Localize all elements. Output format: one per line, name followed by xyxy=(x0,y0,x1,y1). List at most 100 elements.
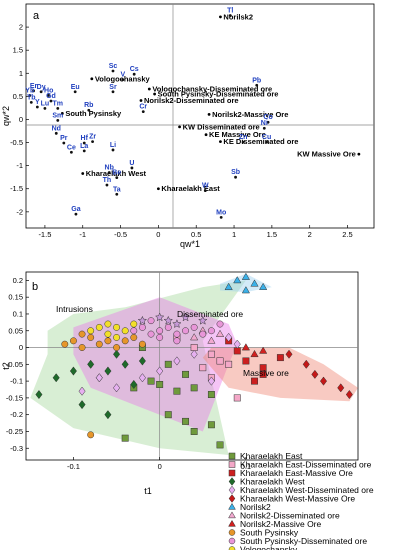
data-point xyxy=(225,360,233,368)
element-label: La xyxy=(80,143,88,150)
element-label: Ni xyxy=(261,120,268,127)
element-point xyxy=(265,140,268,144)
data-point xyxy=(113,334,120,341)
data-point xyxy=(69,337,77,345)
data-point xyxy=(311,369,319,379)
element-label: Tm xyxy=(53,100,64,107)
element-point xyxy=(255,83,259,87)
data-point xyxy=(130,379,138,390)
y-tick-label: -0.05 xyxy=(6,360,23,369)
panel-b-ylabel: t2 xyxy=(1,362,11,370)
data-point xyxy=(173,387,181,395)
data-point xyxy=(207,376,215,386)
element-point xyxy=(54,131,58,135)
y-tick-label: 0 xyxy=(19,115,23,124)
sample-point xyxy=(90,77,94,81)
element-point xyxy=(262,126,266,130)
legend-marker xyxy=(228,485,236,495)
data-point xyxy=(233,394,241,402)
sample-point xyxy=(219,140,222,144)
data-point xyxy=(121,359,129,369)
data-point xyxy=(251,377,258,385)
element-point xyxy=(82,149,86,153)
data-point xyxy=(207,327,215,335)
y-tick-label: -0.5 xyxy=(10,138,23,147)
data-point xyxy=(302,359,310,369)
sample-label: KW Disseminated ore xyxy=(183,122,260,131)
legend-label: Vologochansky xyxy=(240,545,298,550)
element-label: Gd xyxy=(46,93,56,100)
data-point xyxy=(173,330,181,338)
sample-point xyxy=(60,112,64,115)
legend-label: South Pysinsky xyxy=(240,528,299,538)
data-point xyxy=(337,383,345,393)
legend-label: Kharaelakh East-Massive Ore xyxy=(240,468,353,478)
sample-label: Kharaelakh East xyxy=(161,184,220,193)
y-tick-label: -1 xyxy=(16,161,23,170)
panel-b-ticks: -0.1 0 0.1 0.2 0.15 0.1 0.05 0 -0.05 -0.1 -0.15 -0.… xyxy=(6,276,251,471)
data-point xyxy=(190,323,198,331)
region xyxy=(202,347,358,402)
element-point xyxy=(74,212,78,216)
data-point xyxy=(182,417,189,425)
sample-point xyxy=(357,152,361,156)
element-label: Cs xyxy=(130,66,139,73)
data-point xyxy=(241,272,251,280)
element-point xyxy=(28,94,32,97)
panel-a-xlabel: qw*1 xyxy=(180,239,200,249)
data-point xyxy=(163,315,174,325)
legend-marker xyxy=(228,519,236,527)
data-point xyxy=(104,330,112,338)
panel-a-frame xyxy=(25,3,375,229)
data-point xyxy=(207,421,215,429)
data-point xyxy=(259,370,267,378)
data-point xyxy=(199,364,207,372)
element-point xyxy=(87,108,91,112)
element-point xyxy=(115,176,119,180)
element-point xyxy=(234,175,237,179)
data-point xyxy=(104,320,112,328)
legend-label: Kharaelakh West-Disseminated ore xyxy=(240,485,374,495)
data-point xyxy=(156,327,164,335)
element-label: Sb xyxy=(231,169,240,176)
legend-marker xyxy=(228,529,236,536)
region xyxy=(220,273,272,293)
element-point xyxy=(32,89,35,93)
element-point xyxy=(228,14,232,17)
data-point xyxy=(87,334,95,341)
y-tick-label: 2 xyxy=(19,23,23,32)
element-label: Sm xyxy=(52,112,63,119)
data-point xyxy=(138,340,146,348)
element-label: Co xyxy=(263,114,272,121)
y-tick-label: -0.3 xyxy=(10,444,23,453)
element-label: Be xyxy=(112,170,121,177)
sample-point xyxy=(139,99,143,102)
element-label: Dy xyxy=(37,84,46,91)
data-point xyxy=(130,334,138,341)
element-point xyxy=(130,166,134,170)
data-point xyxy=(61,340,69,348)
y-tick-label: -1.5 xyxy=(10,184,23,193)
element-label: Ho xyxy=(44,87,53,94)
sample-label: KE Disseminated ore xyxy=(223,137,298,146)
element-label: Sr xyxy=(109,84,117,91)
data-point xyxy=(216,320,224,328)
element-label: Li xyxy=(110,142,116,149)
data-point xyxy=(87,359,95,369)
region-label-massive: Massive ore xyxy=(243,368,289,378)
y-tick-label: 0.2 xyxy=(13,276,23,285)
data-point xyxy=(259,364,267,372)
element-label: Ta xyxy=(113,186,121,193)
element-point xyxy=(111,148,115,152)
legend-marker xyxy=(228,537,236,545)
panel-a-label: a xyxy=(33,10,40,22)
data-point xyxy=(130,327,138,335)
data-point xyxy=(78,330,86,338)
x-tick-label: -1.5 xyxy=(38,230,51,239)
y-tick-label: -0.2 xyxy=(10,410,23,419)
element-point xyxy=(56,118,60,122)
data-point xyxy=(241,286,251,294)
data-point xyxy=(285,349,293,359)
data-point xyxy=(113,349,121,359)
data-point xyxy=(207,350,215,358)
